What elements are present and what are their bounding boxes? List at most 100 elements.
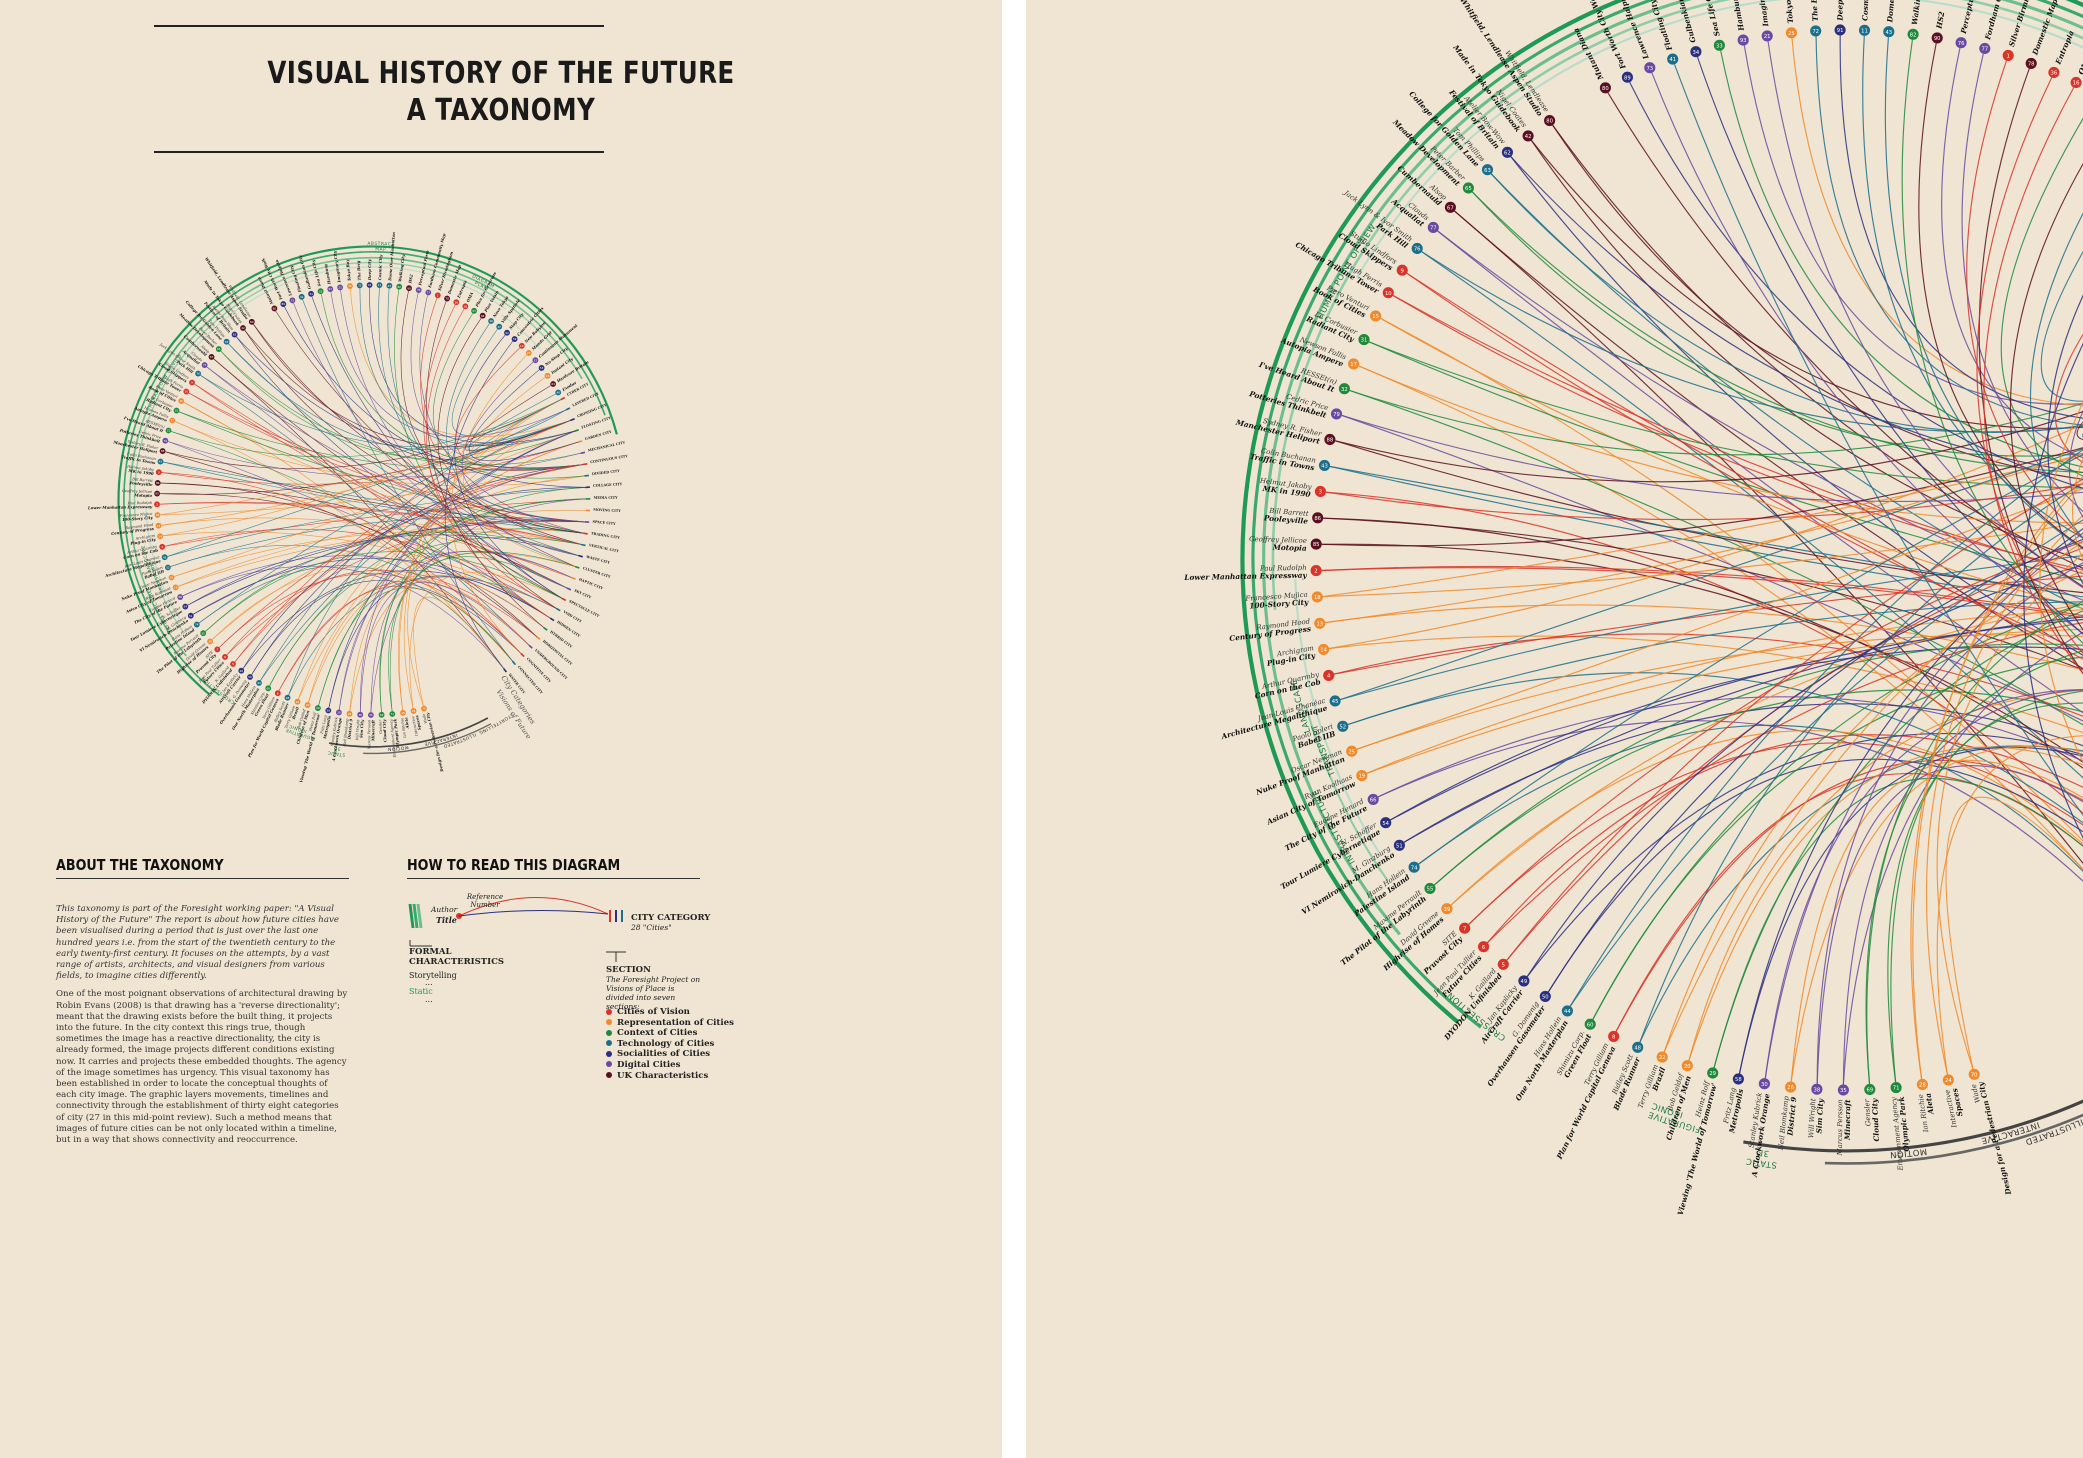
connection-line	[308, 574, 545, 703]
connection-line	[469, 369, 580, 462]
entry-title: Minecraft	[1843, 1099, 1852, 1141]
connection-line	[1663, 570, 2083, 1053]
connection-line	[321, 294, 585, 469]
reference-number: 16	[2073, 81, 2080, 87]
how-city-category-sub: 28 "Cities"	[631, 923, 672, 932]
reference-node	[1356, 770, 1368, 782]
entry-title: Century of Progress	[111, 526, 155, 536]
reference-node	[317, 288, 324, 295]
ring-label-abstract: ABSTRACT	[367, 241, 394, 248]
reference-node	[518, 342, 525, 349]
reference-node	[177, 594, 184, 601]
reference-number: 79	[164, 439, 168, 443]
reference-node	[201, 362, 208, 369]
entry-title: Olympic Park	[392, 718, 400, 748]
reference-node	[304, 702, 311, 709]
reference-node	[178, 398, 185, 404]
reference-number: 26	[1787, 1085, 1794, 1091]
reference-node	[1310, 538, 1322, 550]
city-category-label: VOID CITY	[562, 609, 583, 624]
reference-node	[223, 338, 230, 345]
reference-number: 85	[155, 492, 159, 496]
how-heading: HOW TO READ THIS DIAGRAM	[407, 856, 621, 874]
reference-node	[1337, 720, 1349, 732]
entry-author: Paul Rudolph	[1259, 564, 1307, 573]
reference-number: 76	[417, 288, 421, 292]
reference-number: 10	[1385, 291, 1392, 297]
reference-node	[325, 707, 332, 714]
reference-node	[356, 282, 363, 289]
reference-node	[1324, 433, 1336, 446]
connection-line	[1688, 746, 2083, 1061]
reference-number: 50	[1542, 995, 1549, 1001]
connection-line	[1552, 124, 2083, 480]
reference-node	[1656, 1051, 1668, 1063]
reference-number: 39	[1444, 907, 1451, 913]
reference-number: 89	[282, 302, 286, 306]
reference-number: 62	[1504, 150, 1511, 156]
entry-author: Fritz Lang	[320, 714, 328, 735]
entry-author: Cedric Price	[139, 430, 162, 440]
reference-node	[1393, 839, 1405, 851]
ring-label-motion: MOTION	[1889, 1147, 1927, 1161]
reference-node	[471, 307, 478, 314]
legend-item: Context of Cities	[606, 1028, 734, 1039]
connection-line	[1983, 87, 2083, 675]
connection-line	[182, 555, 545, 629]
reference-node	[346, 283, 353, 290]
reference-node	[193, 621, 200, 628]
connection-line	[318, 498, 588, 706]
entry-author: Will Wright	[1807, 1098, 1817, 1138]
entry-title: Motopia	[1272, 543, 1307, 553]
city-category-label: TRADING CITY	[591, 531, 621, 540]
reference-node	[155, 469, 162, 476]
reference-node	[214, 646, 221, 653]
connection-line	[174, 430, 576, 577]
reference-node	[1358, 334, 1370, 346]
reference-number: 43	[388, 284, 392, 288]
connection-line	[1390, 618, 2083, 821]
reference-number: 55	[1427, 887, 1434, 893]
reference-number: 16	[464, 304, 468, 308]
entry-author: Colin Buchanan	[127, 452, 157, 461]
reference-number: 5	[1502, 962, 1505, 968]
left-poster-panel: VISUAL HISTORY OF THE FUTURE A TAXONOMY …	[0, 0, 1002, 1458]
reference-node	[555, 389, 562, 396]
title-bottom-rule	[154, 151, 604, 153]
entry-title: Hamburg	[323, 263, 332, 285]
connection-line	[1615, 760, 2083, 1032]
legend-label: Representation of Cities	[617, 1017, 734, 1028]
connection-line	[163, 461, 585, 534]
legend-dot-icon	[606, 1040, 612, 1047]
reference-node	[168, 574, 175, 581]
reference-number: 5	[232, 662, 234, 666]
reference-node	[1314, 617, 1326, 629]
reference-number: 23	[546, 374, 550, 378]
connection-line	[1696, 56, 2083, 635]
connection-line	[1321, 543, 2083, 763]
city-category-label: MEDIA CITY	[594, 496, 619, 500]
connection-line	[302, 299, 514, 663]
reference-node	[161, 554, 168, 561]
connection-line	[1510, 156, 2083, 656]
connection-line	[1341, 414, 2083, 722]
city-category-label: SKY CITY	[574, 588, 593, 599]
entry-author: Marcus Persson	[1836, 1099, 1844, 1156]
entry-label: Dome Over Manhattan	[1885, 0, 1902, 24]
entry-label: HS2	[1934, 11, 1946, 31]
reference-node	[2048, 66, 2060, 79]
connection-line	[1325, 452, 2083, 624]
connection-line	[1335, 440, 2083, 594]
connection-line	[1815, 36, 2083, 426]
reference-node	[1310, 565, 1322, 577]
connection-line	[1592, 656, 2083, 1020]
entry-title: Deep City	[367, 259, 372, 282]
reference-node	[1497, 958, 1509, 970]
reference-number: 32	[167, 429, 171, 433]
city-category-label: HAPTIC CITY	[578, 577, 604, 590]
city-category-label: VERTICAL CITY	[588, 543, 620, 554]
